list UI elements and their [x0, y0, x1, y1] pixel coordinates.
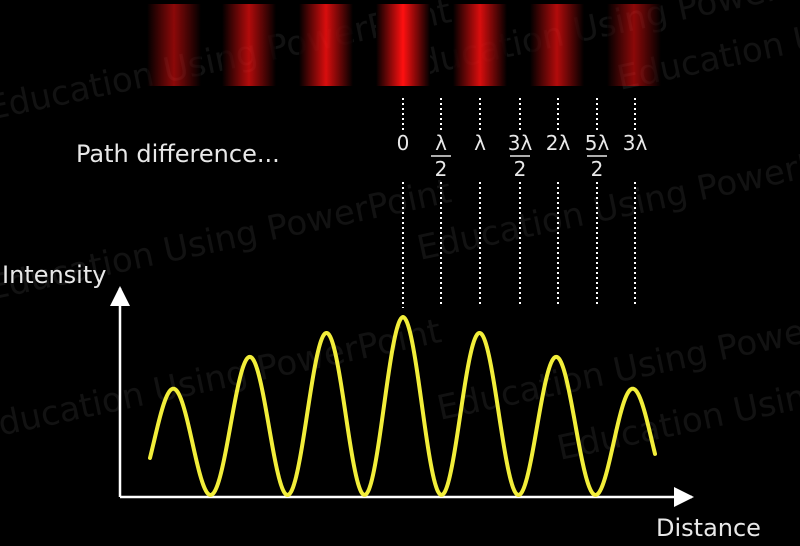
bright-fringe [222, 4, 276, 86]
path-marker-bottom: 2 [591, 157, 604, 181]
bright-fringe [530, 4, 584, 86]
bright-fringe [607, 4, 661, 86]
bright-fringe [453, 4, 507, 86]
path-difference-lines [402, 98, 636, 308]
bright-fringe [147, 4, 201, 86]
path-marker-top: λ [435, 131, 447, 155]
bright-fringe [376, 4, 430, 86]
intensity-curve [148, 315, 657, 497]
fringe-pattern [147, 4, 661, 86]
path-marker-top: 3λ [623, 131, 648, 155]
watermark-text: Education Using PowerPoint [0, 311, 445, 449]
path-marker-top: 0 [397, 131, 410, 155]
bright-fringe [299, 4, 353, 86]
path-difference-label: Path difference... [76, 140, 280, 168]
path-marker-bottom: 2 [435, 157, 448, 181]
path-marker-top: 2λ [546, 131, 571, 155]
path-marker-top: 5λ [585, 131, 610, 155]
path-marker-top: λ [474, 131, 486, 155]
path-marker-top: 3λ [508, 131, 533, 155]
path-marker-bottom: 2 [514, 157, 527, 181]
distance-axis-label: Distance [656, 514, 761, 542]
intensity-axis-label: Intensity [2, 261, 106, 289]
